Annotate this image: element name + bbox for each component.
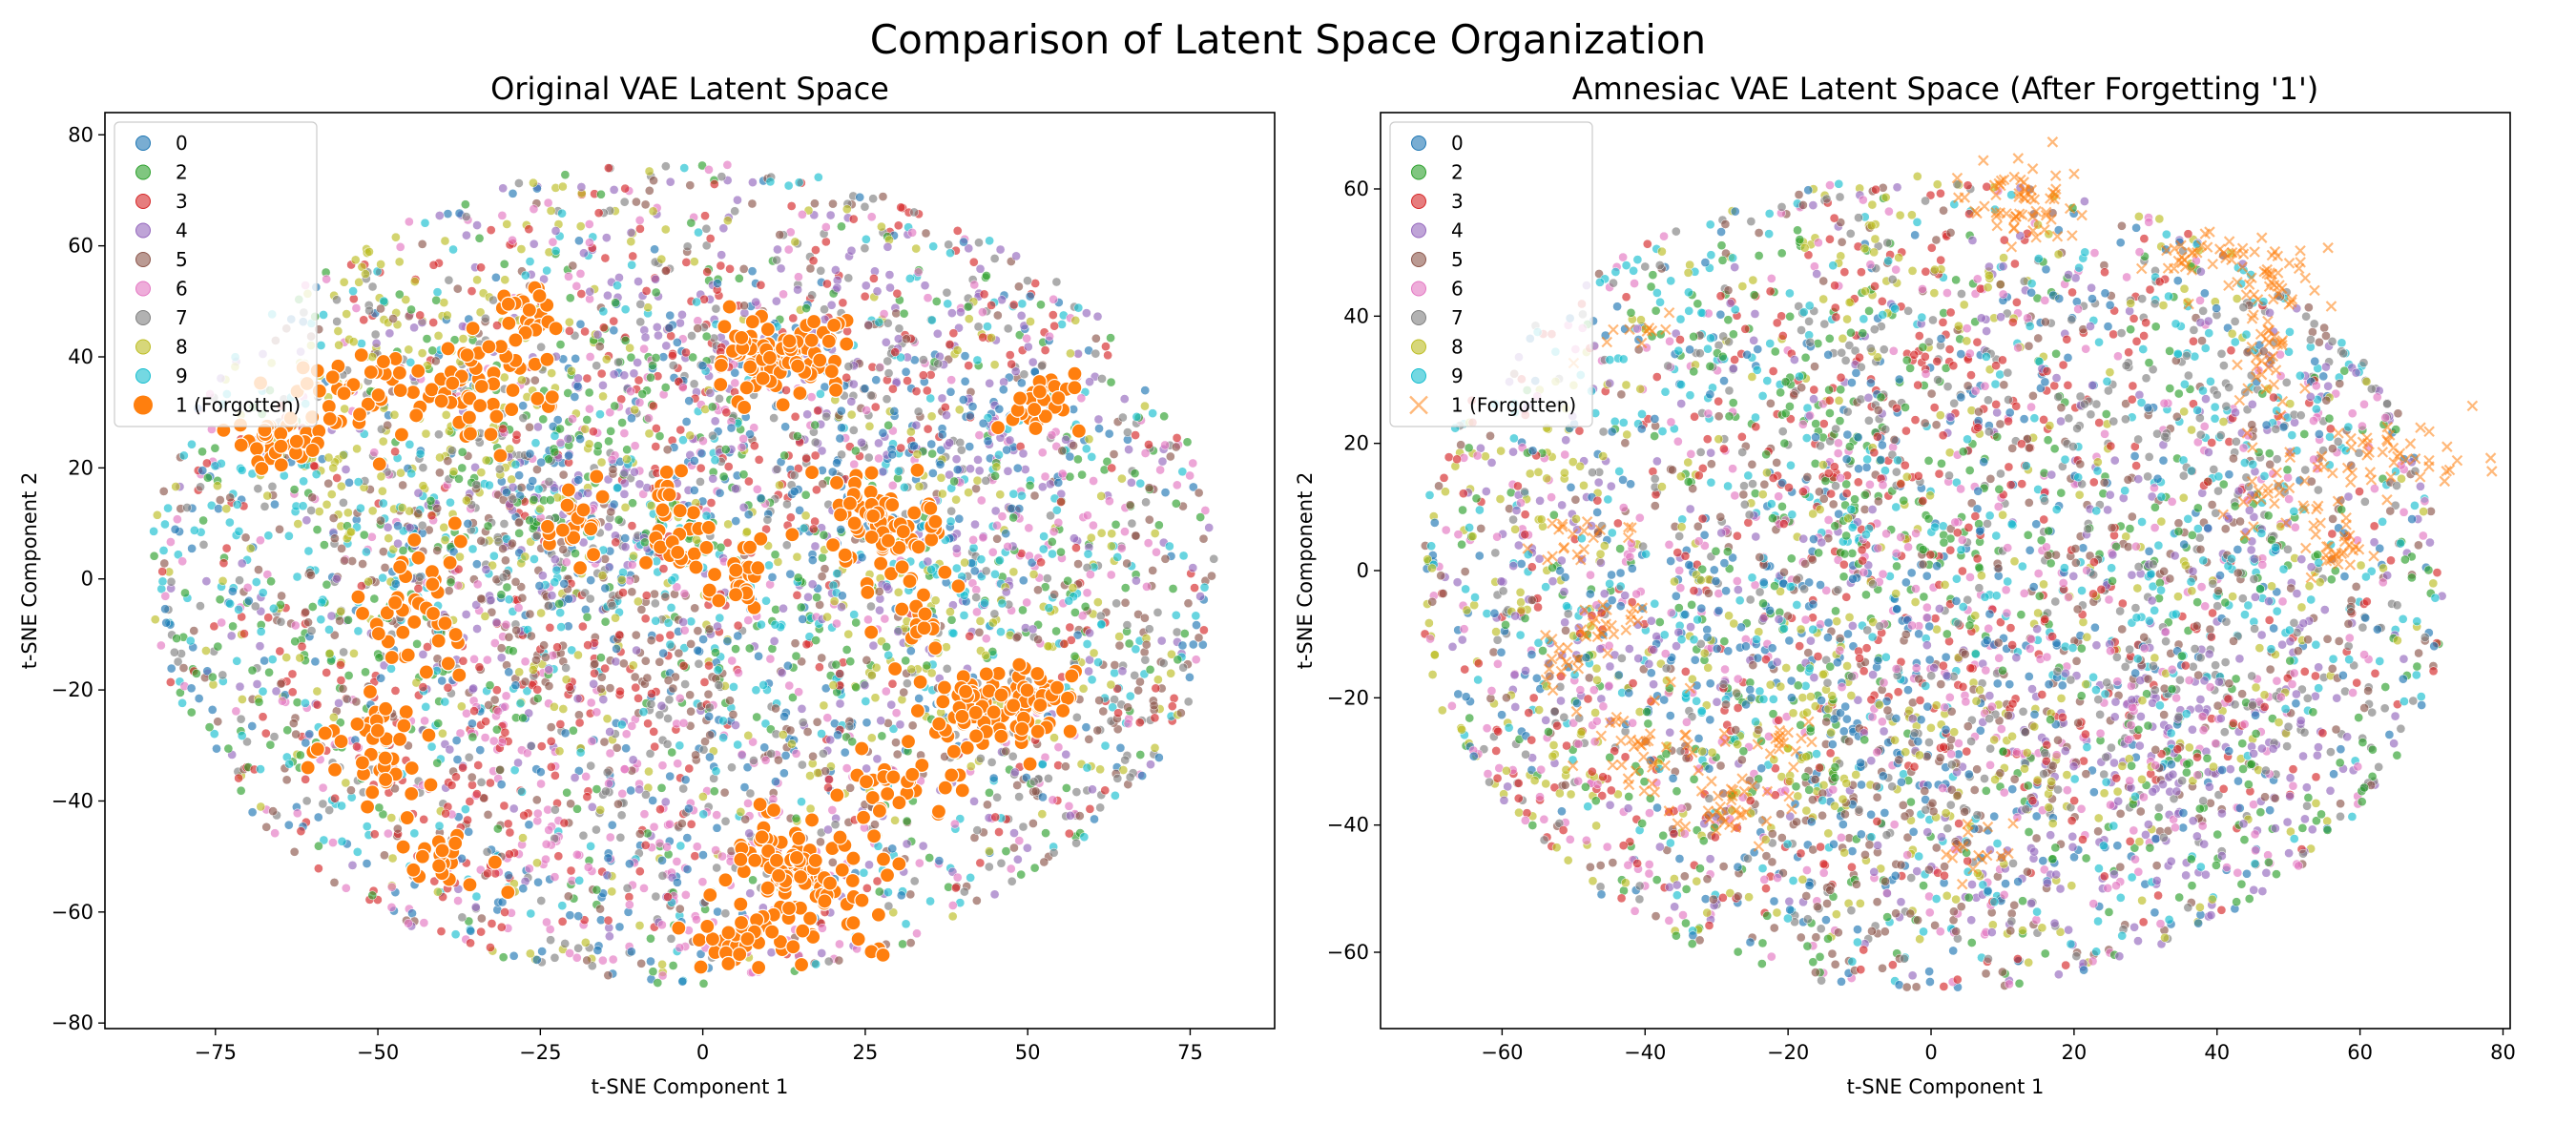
data-point [864,860,874,870]
data-point [863,614,873,625]
data-point [1051,626,1061,636]
data-point [790,411,800,422]
data-point [176,688,185,697]
series-digits [149,159,1219,989]
data-point [678,783,689,794]
data-point [467,286,477,296]
data-point [712,810,722,820]
data-point [807,555,818,565]
data-point [686,706,696,717]
data-point [947,911,958,922]
data-point [1096,528,1107,538]
data-point [335,718,345,728]
data-point [437,676,447,686]
points-layer [149,159,1219,989]
data-point [1135,478,1146,489]
data-point [489,695,500,705]
data-point [905,889,916,900]
panel-title: Original VAE Latent Space [490,71,889,107]
data-point [927,448,937,459]
data-point [1016,869,1027,880]
data-point [1022,597,1032,608]
data-point [177,697,187,708]
data-point [532,465,542,474]
data-point [994,827,1004,837]
data-point [771,296,781,306]
data-point [344,477,354,488]
data-point [843,273,854,283]
data-point [436,926,447,936]
data-point [1103,350,1112,361]
data-point [158,487,169,496]
data-point [954,405,965,415]
data-point [377,486,387,496]
data-point [277,591,286,601]
data-point [666,933,676,944]
data-point [1159,411,1170,422]
data-point [275,524,284,534]
data-point [1029,490,1040,501]
data-point [482,655,492,665]
data-point [396,468,405,478]
data-point [469,654,479,664]
data-point [332,473,343,483]
data-point [595,409,605,420]
data-point [861,697,871,706]
data-point [813,172,823,182]
data-point [607,820,617,830]
data-point [925,896,935,906]
data-point [639,809,650,820]
data-point [1166,668,1176,678]
data-point [985,236,994,246]
figure-suptitle: Comparison of Latent Space Organization [869,16,1707,63]
